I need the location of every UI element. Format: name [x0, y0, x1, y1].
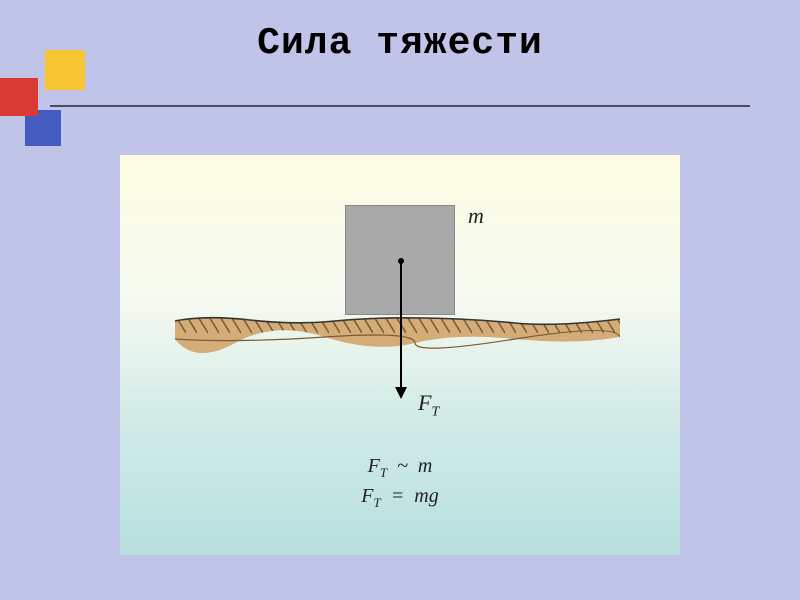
gravity-diagram: m FT FT ~ m FT = mg — [120, 155, 680, 555]
force-arrow-head — [395, 387, 407, 399]
corner-squares-decor — [0, 38, 100, 158]
eq2-op: = — [391, 485, 405, 507]
eq1-op: ~ — [397, 455, 408, 477]
force-label: FT — [418, 390, 439, 420]
force-subscript: T — [431, 404, 439, 419]
eq1-rhs: m — [418, 455, 432, 477]
equation-definition: FT = mg — [120, 485, 680, 511]
horizontal-rule — [50, 105, 750, 107]
mass-label: m — [468, 203, 484, 229]
slide: Сила тяжести m FT FT ~ — [0, 0, 800, 600]
decor-square-yellow — [45, 50, 85, 90]
decor-square-red — [0, 78, 38, 116]
eq2-sub: T — [374, 495, 381, 510]
eq1-sub: T — [380, 465, 387, 480]
force-symbol: F — [418, 390, 431, 415]
eq1-lhs: F — [368, 455, 380, 477]
eq2-rhs: mg — [414, 485, 438, 507]
slide-title: Сила тяжести — [0, 22, 800, 65]
force-arrow-shaft — [400, 261, 402, 391]
equation-proportional: FT ~ m — [120, 455, 680, 481]
eq2-lhs: F — [361, 485, 373, 507]
ground-surface — [175, 315, 620, 353]
